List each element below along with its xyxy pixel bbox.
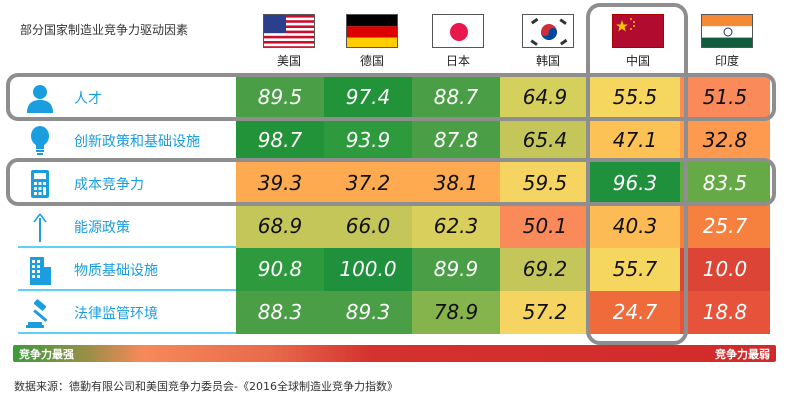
japan-flag-icon [432,14,484,48]
color-scale-legend: 竞争力最强 竞争力最弱 [13,345,776,362]
heatmap-cell: 88.3 [236,291,324,334]
heatmap-cell: 57.2 [500,291,590,334]
heatmap-cell: 89.9 [412,248,500,291]
heatmap-cell: 24.7 [590,291,680,334]
heatmap-cell: 96.3 [590,162,680,205]
heatmap-cell: 88.7 [412,76,500,119]
heatmap-cell: 100.0 [324,248,412,291]
factor-label-cell: 人才 [18,76,236,119]
wind-turbine-icon [26,212,54,242]
heatmap-cell: 32.8 [680,119,770,162]
country-label: 日本 [445,54,470,68]
heatmap-cell: 69.2 [500,248,590,291]
heatmap-cell: 64.9 [500,76,590,119]
heatmap-cell: 40.3 [590,205,680,248]
heatmap-cell: 98.7 [236,119,324,162]
heatmap-cell: 90.8 [236,248,324,291]
factor-label: 物质基础设施 [74,263,158,279]
heatmap-row: 创新政策和基础设施 98.7 93.9 87.8 65.4 47.1 32.8 [0,119,780,162]
factor-label: 法律监管环境 [74,306,158,322]
calculator-icon [26,169,54,199]
factor-label-cell: 能源政策 [18,205,236,248]
heatmap-cell: 47.1 [590,119,680,162]
heatmap-cell: 18.8 [680,291,770,334]
heatmap-cell: 55.5 [590,76,680,119]
heatmap-cell: 68.9 [236,205,324,248]
building-icon [26,255,54,285]
heatmap-cell: 89.3 [324,291,412,334]
usa-flag-icon [263,14,315,48]
factor-label-cell: 创新政策和基础设施 [18,119,236,162]
china-flag-icon [612,14,664,48]
country-label: 韩国 [535,54,560,68]
heatmap-cell: 55.7 [590,248,680,291]
heatmap-row: 法律监管环境 88.3 89.3 78.9 57.2 24.7 18.8 [0,291,780,334]
heatmap-row: 成本竞争力 39.3 37.2 38.1 59.5 96.3 83.5 [0,162,780,205]
korea-flag-icon [522,14,574,48]
country-header-germany: 德国 [342,14,402,69]
heatmap-cell: 78.9 [412,291,500,334]
heatmap-cell: 50.1 [500,205,590,248]
country-label: 德国 [359,54,384,68]
heatmap-cell: 51.5 [680,76,770,119]
heatmap-cell: 83.5 [680,162,770,205]
chart-title: 部分国家制造业竞争力驱动因素 [20,23,189,37]
heatmap-cell: 39.3 [236,162,324,205]
factor-label: 人才 [74,91,102,107]
factor-label: 创新政策和基础设施 [74,134,200,150]
heatmap-row: 物质基础设施 90.8 100.0 89.9 69.2 55.7 10.0 [0,248,780,291]
legend-weakest-label: 竞争力最弱 [715,348,770,361]
heatmap-cell: 37.2 [324,162,412,205]
heatmap-cell: 89.5 [236,76,324,119]
heatmap-cell: 25.7 [680,205,770,248]
factor-label: 能源政策 [74,220,130,236]
country-label: 美国 [276,54,301,68]
person-icon [26,83,54,113]
gavel-icon [26,298,54,328]
factor-label-cell: 法律监管环境 [18,291,236,334]
country-label: 印度 [714,54,739,68]
heatmap-cell: 38.1 [412,162,500,205]
india-flag-icon [701,14,753,48]
lightbulb-icon [26,126,54,156]
heatmap-cell: 66.0 [324,205,412,248]
country-header-korea: 韩国 [518,14,578,69]
heatmap-cell: 97.4 [324,76,412,119]
country-label: 中国 [625,54,650,68]
heatmap-cell: 10.0 [680,248,770,291]
country-header-japan: 日本 [428,14,488,69]
legend-strongest-label: 竞争力最强 [19,348,74,361]
country-header-usa: 美国 [259,14,319,69]
heatmap-row: 人才 89.5 97.4 88.7 64.9 55.5 51.5 [0,76,780,119]
heatmap-cell: 59.5 [500,162,590,205]
factor-label-cell: 成本竞争力 [18,162,236,205]
factor-label-cell: 物质基础设施 [18,248,236,291]
heatmap-cell: 62.3 [412,205,500,248]
heatmap-cell: 87.8 [412,119,500,162]
heatmap-cell: 65.4 [500,119,590,162]
heatmap-cell: 93.9 [324,119,412,162]
germany-flag-icon [346,14,398,48]
data-source-note: 数据来源：德勤有限公司和美国竞争力委员会-《2016全球制造业竞争力指数》 [14,380,398,393]
factor-label: 成本竞争力 [74,177,144,193]
heatmap-row: 能源政策 68.9 66.0 62.3 50.1 40.3 25.7 [0,205,780,248]
country-header-china: 中国 [608,14,668,69]
country-header-india: 印度 [697,14,757,69]
